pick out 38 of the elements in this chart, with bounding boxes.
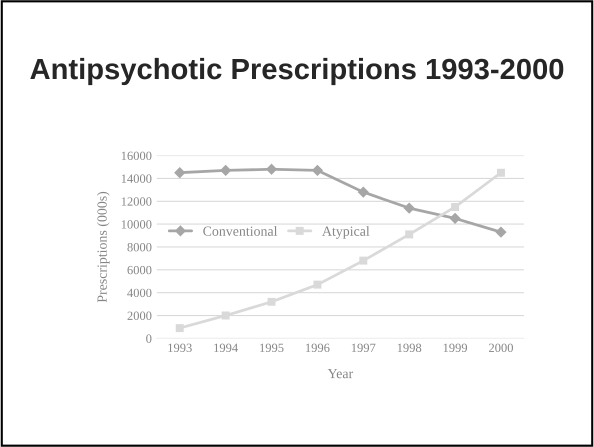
x-tick-label: 1993: [168, 344, 192, 352]
y-tick-label: 14000: [122, 174, 152, 183]
point: [359, 256, 368, 265]
y-tick-label: 0: [146, 334, 152, 343]
point: [404, 202, 415, 214]
x-tick-label: 1999: [444, 344, 468, 352]
point: [451, 202, 460, 211]
point: [405, 230, 414, 238]
x-tick-label: 1998: [398, 344, 422, 352]
point: [496, 226, 506, 238]
x-tick-label: 1994: [214, 344, 238, 352]
point: [220, 164, 232, 176]
point: [450, 212, 461, 224]
y-tick-label: 16000: [122, 152, 152, 160]
x-tick-label: 1996: [306, 344, 330, 352]
y-tick-label: 10000: [122, 220, 152, 229]
x-tick-label: 2000: [489, 344, 513, 352]
x-axis-title: Year: [328, 369, 354, 378]
point: [358, 186, 369, 198]
point: [176, 324, 184, 332]
point: [174, 167, 186, 178]
point: [266, 164, 277, 175]
y-tick-label: 6000: [127, 266, 152, 274]
y-tick-label: 2000: [128, 312, 152, 320]
x-tick-label: 1995: [260, 344, 284, 352]
y-axis-title: Prescriptions (000s): [97, 192, 110, 302]
legend-label: Conventional: [203, 226, 278, 236]
x-tick-label: 1997: [352, 344, 376, 352]
y-tick-label: 8000: [127, 242, 152, 252]
point: [313, 280, 322, 289]
point: [268, 298, 276, 306]
point: [496, 168, 505, 177]
point: [312, 164, 323, 176]
legend-label: Atypical: [322, 226, 370, 239]
chart-title: Antipsychotic Prescriptions 1993-2000: [30, 58, 564, 86]
y-tick-label: 4000: [127, 288, 152, 298]
y-tick-label: 12000: [122, 197, 152, 206]
point: [222, 312, 230, 320]
